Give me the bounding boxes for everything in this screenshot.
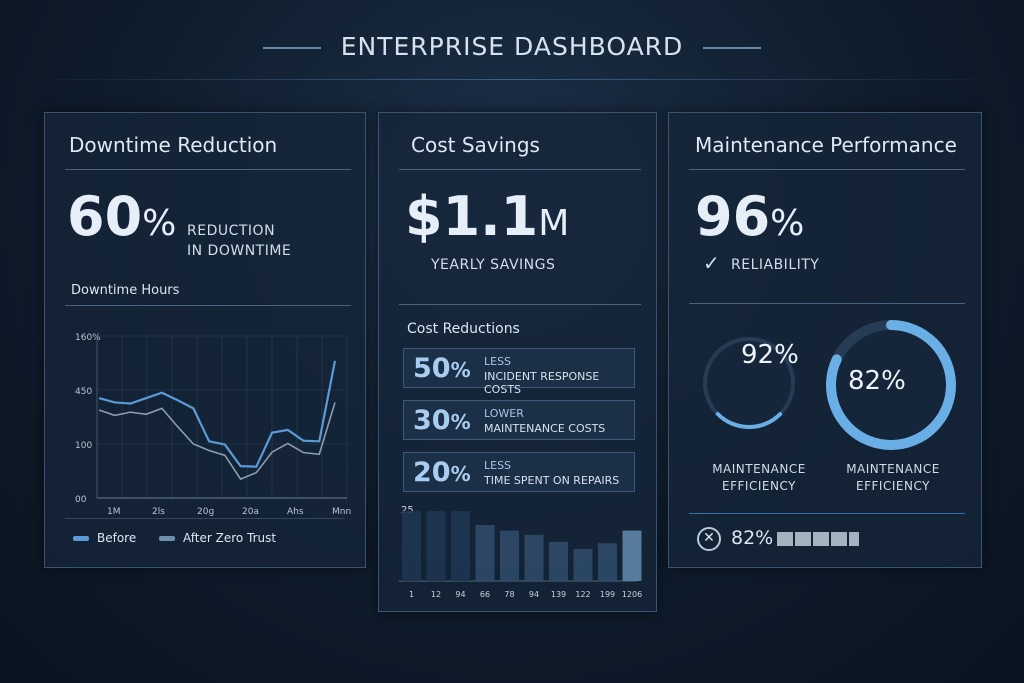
gauge-fill: [826, 320, 956, 450]
gauge-label: MAINTENANCE EFFICIENCY: [712, 462, 806, 493]
bar: [598, 543, 617, 581]
check-icon: ✓: [703, 251, 720, 275]
caption: YEARLY SAVINGS: [431, 257, 556, 273]
bar: [500, 530, 519, 581]
gauge-value: 92%: [741, 340, 799, 370]
x-tick-label: 122: [575, 590, 590, 599]
y-tick-label: 25: [401, 505, 414, 516]
chart-title: Downtime Hours: [71, 283, 180, 298]
gauges: [703, 320, 956, 450]
x-tick-label: 12: [431, 590, 441, 599]
legend-after: After Zero Trust: [159, 531, 276, 545]
bar: [475, 525, 495, 581]
x-tick-label: 66: [480, 590, 490, 599]
bar: [524, 534, 544, 581]
cost-value: $1.1M: [405, 185, 570, 248]
x-tick-label: 78: [504, 590, 514, 599]
x-tick-label: 20a: [242, 507, 259, 517]
section-title: Cost Reductions: [407, 321, 520, 337]
series-line-before: [98, 360, 337, 468]
cost-reduction-item: 20% LESS TIME SPENT ON REPAIRS: [403, 452, 635, 492]
y-tick-label: 160%: [75, 333, 101, 343]
x-tick-label: 1206: [622, 590, 642, 599]
bar: [549, 541, 568, 581]
caption: RELIABILITY: [731, 257, 820, 273]
bar: [451, 511, 470, 581]
y-tick-label: 100: [75, 441, 92, 451]
x-tick-label: 20g: [197, 507, 214, 517]
x-tick-label: Mnn: [332, 507, 351, 517]
header-divider: [20, 79, 1004, 80]
bar: [622, 530, 642, 581]
mini-bars-icon: [777, 532, 859, 546]
caption: REDUCTION: [187, 223, 276, 239]
cost-reduction-item: 50% LESS INCIDENT RESPONSE COSTS: [403, 348, 635, 396]
x-tick-label: 1M: [107, 507, 121, 517]
close-circle-icon[interactable]: ✕: [697, 527, 721, 551]
legend-before: Before: [73, 531, 136, 545]
cost-bar-chart: 25 1 12 94 66 78 94 139 122 199 1206: [399, 505, 642, 599]
x-tick-label: 139: [551, 590, 566, 599]
downtime-value: 60%: [67, 185, 177, 248]
page-title: ENTERPRISE DASHBOARD: [0, 32, 1024, 61]
bar: [573, 548, 593, 581]
series-line-after-zero-trust: [98, 402, 336, 481]
gauge-label: MAINTENANCE EFFICIENCY: [846, 462, 940, 493]
y-tick-label: 00: [75, 495, 87, 505]
cost-reduction-item: 30% LOWER MAINTENANCE COSTS: [403, 400, 635, 440]
maintenance-panel: Maintenance Performance 96% ✓ RELIABILIT…: [668, 112, 982, 568]
gauge-fill: [703, 337, 795, 429]
cost-panel: Cost Savings $1.1M YEARLY SAVINGS Cost R…: [378, 112, 657, 612]
gauge-value: 82%: [848, 366, 906, 396]
x-tick-label: 199: [600, 590, 615, 599]
footer-value: 82%: [731, 527, 774, 549]
x-tick-label: 94: [455, 590, 465, 599]
x-tick-label: 94: [529, 590, 539, 599]
bar: [402, 511, 421, 581]
downtime-line-chart: 00 100 450 160% 1M 2ls 20g 20a Ahs Mnn: [75, 333, 351, 517]
panel-title: Cost Savings: [411, 133, 540, 157]
panel-title: Maintenance Performance: [695, 133, 957, 157]
x-tick-label: Ahs: [287, 507, 304, 517]
x-tick-label: 2ls: [152, 507, 165, 517]
downtime-panel: Downtime Reduction 60% REDUCTION IN DOWN…: [44, 112, 366, 568]
caption: IN DOWNTIME: [187, 243, 292, 259]
reliability-value: 96%: [695, 185, 805, 248]
bar: [426, 511, 446, 581]
x-tick-label: 1: [409, 590, 414, 599]
panel-title: Downtime Reduction: [69, 133, 278, 157]
y-tick-label: 450: [75, 387, 92, 397]
